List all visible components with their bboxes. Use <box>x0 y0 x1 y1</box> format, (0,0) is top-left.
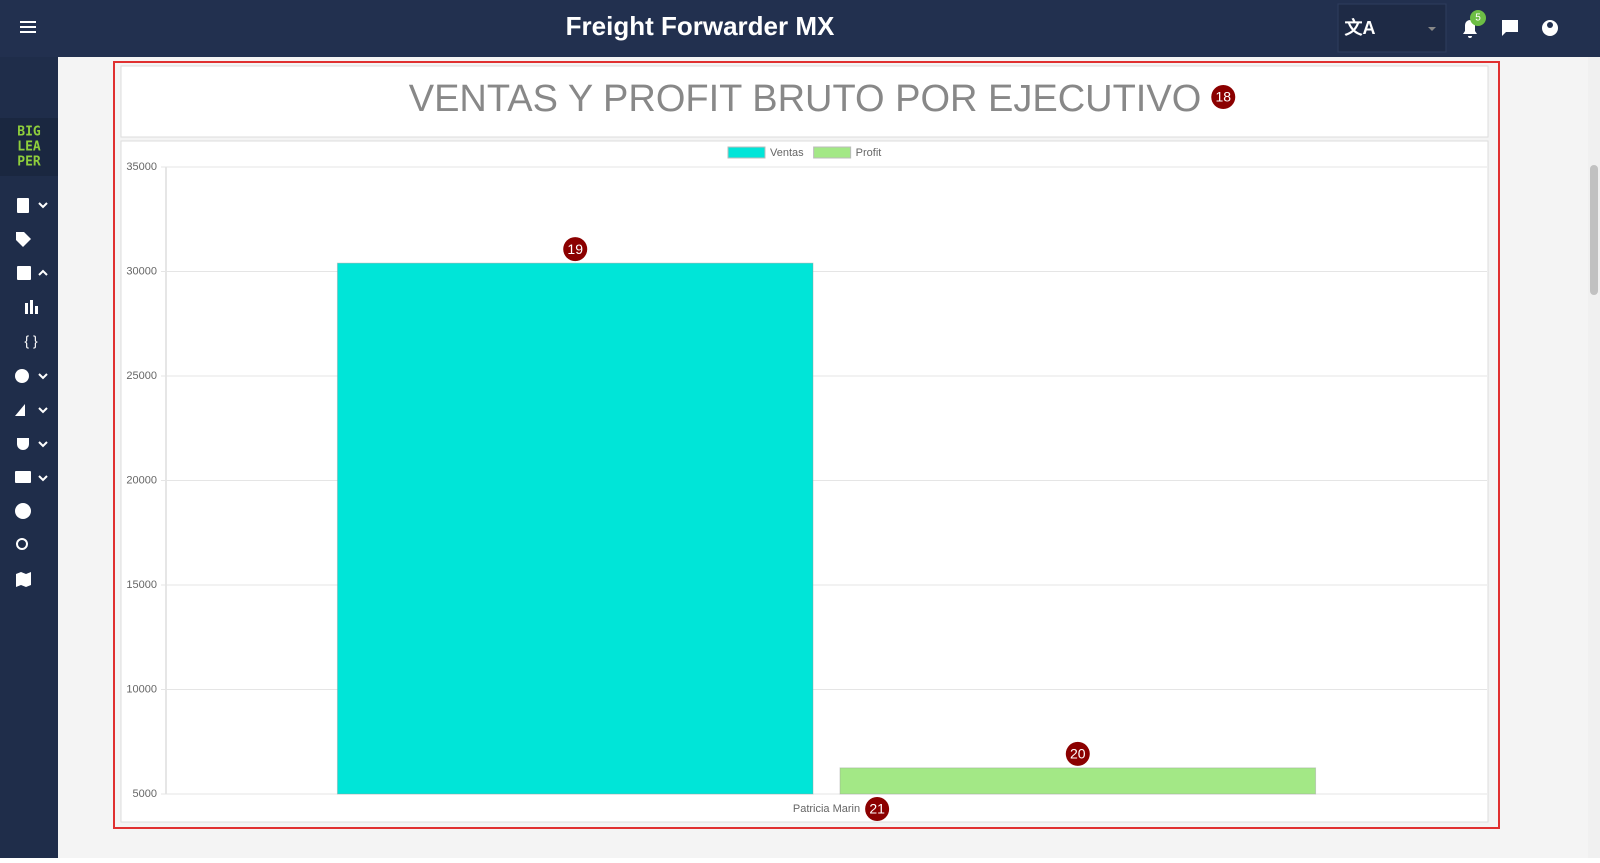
y-tick-label: 10000 <box>126 683 157 695</box>
legend-label: Profit <box>856 147 882 159</box>
bar <box>336 262 814 795</box>
title-card <box>120 65 1489 138</box>
annotation-label: 21 <box>869 801 885 817</box>
legend-swatch <box>813 146 852 159</box>
dropdown-arrow <box>1428 27 1436 31</box>
nav-icon[interactable] <box>25 303 28 314</box>
annotations: 18 19 20 21 <box>563 85 1236 821</box>
annotation-label: 18 <box>1215 89 1231 105</box>
y-tick-label: 25000 <box>126 370 157 382</box>
nav-icon[interactable]: { } <box>24 333 38 349</box>
notification-count: 5 <box>1475 13 1481 24</box>
chart-title: VENTAS Y PROFIT BRUTO POR EJECUTIVO <box>409 78 1202 120</box>
nav-icon[interactable] <box>15 471 31 483</box>
nav-icon[interactable] <box>16 572 31 587</box>
sidebar <box>0 57 58 858</box>
nav-icon[interactable] <box>15 369 29 383</box>
y-tick-label: 30000 <box>126 265 157 277</box>
scroll-thumb[interactable] <box>1590 165 1598 295</box>
messages[interactable] <box>1502 20 1518 36</box>
logo-line: LEA <box>17 140 41 155</box>
chevrons <box>38 202 48 482</box>
logo-box <box>0 118 58 176</box>
nav-icon[interactable] <box>15 503 31 519</box>
account-head <box>1547 22 1553 28</box>
nav-icon[interactable] <box>17 266 31 280</box>
logo-line: PER <box>17 155 41 170</box>
bar <box>839 767 1317 795</box>
legend-label: Ventas <box>770 147 804 159</box>
nav-icon[interactable] <box>17 438 29 450</box>
annotation-badge <box>563 237 588 262</box>
sidebar-icons: { } <box>15 198 38 587</box>
logo-line: BIG <box>17 125 41 140</box>
nav-icon[interactable] <box>15 404 25 416</box>
nav-icon[interactable] <box>16 538 28 550</box>
legend-swatch <box>727 146 766 159</box>
annotation-label: 20 <box>1070 746 1086 762</box>
y-tick-label: 15000 <box>126 579 157 591</box>
language-select[interactable] <box>1337 3 1447 53</box>
annotation-badge <box>1211 85 1236 109</box>
annotation-label: 19 <box>567 241 583 257</box>
highlight-frame <box>113 61 1500 829</box>
notification-badge <box>1470 10 1486 26</box>
annotation-badge <box>865 797 890 821</box>
menu-button[interactable] <box>20 21 36 33</box>
nav-icon[interactable] <box>17 198 29 213</box>
nav-icon[interactable] <box>16 232 31 247</box>
y-tick-label: 20000 <box>126 474 157 486</box>
annotation-badge <box>1065 741 1090 766</box>
chart: 5000 10000 15000 20000 25000 30000 35000 Ventas… <box>126 146 1487 815</box>
x-tick-label: Patricia Marin <box>793 803 860 815</box>
logo: BIG LEA PER <box>17 125 41 170</box>
language-icon: 文A <box>1345 17 1376 38</box>
top-bar <box>0 0 1600 57</box>
app-title: Freight Forwarder MX <box>566 11 835 41</box>
y-tick-label: 35000 <box>126 161 157 173</box>
y-tick-label: 5000 <box>133 788 157 800</box>
